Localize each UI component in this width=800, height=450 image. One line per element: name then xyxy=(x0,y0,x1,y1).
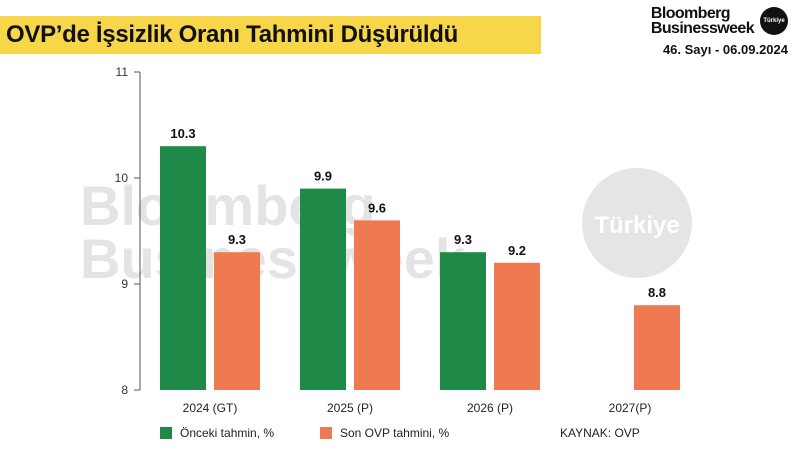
bar xyxy=(440,252,486,390)
chart-title: OVP’de İşsizlik Oranı Tahmini Düşürüldü xyxy=(6,21,458,48)
data-label: 9.6 xyxy=(368,200,386,215)
watermark-badge xyxy=(582,168,692,278)
bar xyxy=(214,252,260,390)
y-tick-label: 9 xyxy=(121,277,128,291)
x-tick-label: 2027(P) xyxy=(609,401,652,415)
brand-block: Bloomberg Businessweek Türkiye 46. Sayı … xyxy=(608,4,788,64)
data-label: 9.3 xyxy=(454,232,472,247)
issue-date: 46. Sayı - 06.09.2024 xyxy=(662,42,788,57)
x-tick-label: 2024 (GT) xyxy=(183,401,238,415)
data-label: 10.3 xyxy=(170,126,195,141)
brand-logo: Bloomberg Businessweek xyxy=(650,5,755,37)
watermark: Bloomberg Businessweek Türkiye xyxy=(80,168,692,290)
watermark-line2: Businessweek xyxy=(80,227,467,290)
brand-badge: Türkiye xyxy=(760,7,788,35)
data-label: 9.2 xyxy=(508,243,526,258)
x-tick-label: 2025 (P) xyxy=(327,401,373,415)
brand-logo-line2: Businessweek xyxy=(650,20,755,37)
watermark-badge-label: Türkiye xyxy=(594,212,679,239)
data-label: 9.9 xyxy=(314,169,332,184)
data-label: 8.8 xyxy=(648,285,666,300)
legend-swatch-previous xyxy=(160,427,172,439)
bar xyxy=(354,220,400,390)
bar xyxy=(494,262,540,390)
y-tick-label: 11 xyxy=(116,65,129,79)
legend-swatch-current xyxy=(320,427,332,439)
legend-label-previous: Önceki tahmin, % xyxy=(180,426,275,440)
legend-item-current: Son OVP tahmini, % xyxy=(320,426,449,440)
legend-item-previous: Önceki tahmin, % xyxy=(160,426,274,440)
legend-label-current: Son OVP tahmini, % xyxy=(340,426,450,440)
data-label: 9.3 xyxy=(228,232,246,247)
bar xyxy=(634,305,680,390)
bar xyxy=(160,146,206,390)
y-tick-label: 10 xyxy=(115,171,129,185)
title-bar: OVP’de İşsizlik Oranı Tahmini Düşürüldü xyxy=(0,16,541,54)
source-note: KAYNAK: OVP xyxy=(560,426,640,440)
legend: Önceki tahmin, % Son OVP tahmini, % KAYN… xyxy=(0,426,800,442)
bar xyxy=(300,188,346,390)
x-tick-label: 2026 (P) xyxy=(467,401,513,415)
brand-logo-line1: Bloomberg xyxy=(650,5,731,22)
y-tick-label: 8 xyxy=(121,383,128,397)
